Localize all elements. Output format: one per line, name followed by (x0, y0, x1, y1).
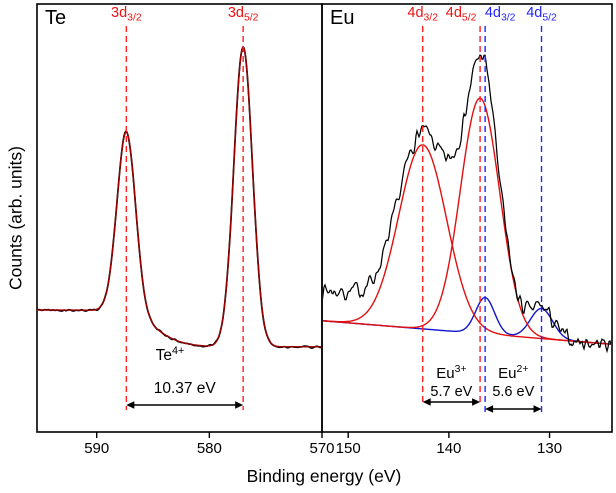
peak-label: 4d5/2 (526, 5, 557, 24)
splitting-value: 5.7 eV (430, 384, 472, 400)
x-tick-label: 140 (436, 440, 461, 457)
x-tick-label: 570 (309, 440, 334, 457)
x-tick-label: 590 (84, 440, 109, 457)
peak-label: 4d3/2 (407, 5, 438, 24)
species-label: Eu3+ (436, 363, 466, 382)
x-tick-label: 580 (197, 440, 222, 457)
te-species-label: Te4+ (156, 345, 185, 364)
peak-label: 4d5/2 (446, 5, 477, 24)
splitting-value-te: 10.37 eV (154, 380, 217, 397)
x-axis-label: Binding energy (eV) (246, 466, 402, 486)
eu3-fit-curve-1 (323, 144, 611, 345)
eu3-fit-curve-2 (323, 97, 611, 345)
x-tick-label: 150 (336, 440, 361, 457)
te-panel-frame (36, 3, 323, 433)
te-experimental-curve (38, 45, 321, 349)
panel-eu-curves (323, 54, 611, 354)
eu-experimental-curve (323, 54, 611, 354)
panel-label-te: Te (45, 7, 67, 29)
x-tick-label: 130 (537, 440, 562, 457)
panel-te-curves (38, 45, 321, 349)
te-fit-curve (38, 45, 321, 348)
splitting-arrow (485, 405, 542, 413)
y-axis-label: Counts (arb. units) (5, 146, 26, 290)
species-label: Eu2+ (498, 363, 528, 382)
splitting-arrow (422, 398, 481, 406)
peak-label: 3d3/2 (111, 5, 142, 24)
eu-panel-frame (321, 3, 613, 433)
peak-label: 3d5/2 (228, 5, 259, 24)
splitting-arrow-te (126, 401, 244, 409)
splitting-value: 5.6 eV (492, 384, 534, 400)
panel-label-eu: Eu (330, 7, 355, 29)
peak-label: 4d3/2 (485, 5, 516, 24)
